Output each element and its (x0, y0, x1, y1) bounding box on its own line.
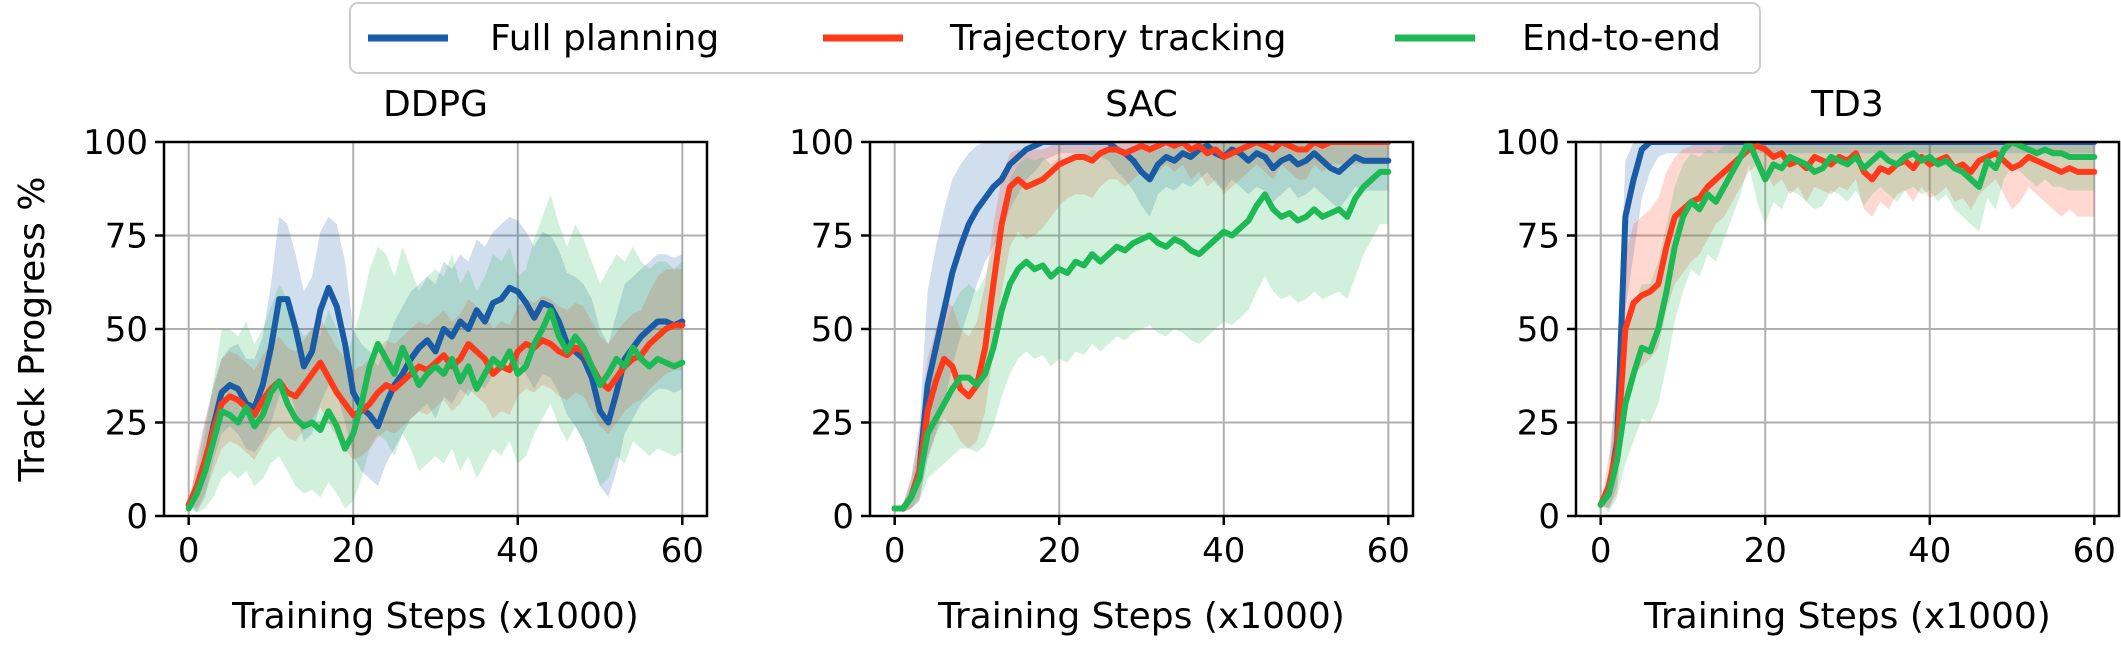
y-tick-label: 25 (811, 404, 854, 444)
y-tick-label: 75 (105, 217, 148, 257)
x-tick-label: 0 (884, 531, 906, 571)
y-tick-label: 50 (1517, 310, 1560, 350)
series-line-ddpg-full-planning (185, 284, 686, 508)
y-tick-label: 0 (1538, 497, 1560, 537)
series-line-sac-end-to-end (891, 168, 1392, 512)
panel-sac: 0 20 40 60 0 25 50 75 100 SAC Training Steps (x100… (789, 84, 1415, 637)
legend-label-full-planning: Full planning (490, 18, 719, 59)
x-tick-label: 20 (1038, 531, 1081, 571)
y-tick-label: 0 (832, 497, 854, 537)
series-line-td3-end-to-end (1597, 142, 2098, 508)
x-tick-label: 40 (1908, 531, 1951, 571)
x-axis-label: Training Steps (x1000) (1643, 596, 2051, 637)
y-tick-label: 100 (83, 123, 148, 163)
y-tick-label: 75 (811, 217, 854, 257)
panel-title: SAC (1105, 84, 1178, 125)
y-tick-label: 25 (1517, 404, 1560, 444)
panel-td3: 0 20 40 60 0 25 50 75 100 TD3 Training Steps (x100… (1495, 84, 2121, 637)
panel-ddpg: 0 20 40 60 0 25 50 75 100 DDPG Training Steps (x10… (12, 84, 709, 637)
y-tick-label: 50 (811, 310, 854, 350)
panels: 0 20 40 60 0 25 50 75 100 DDPG Training Steps (x10… (12, 84, 2121, 637)
x-tick-label: 40 (1202, 531, 1245, 571)
band-sac-full-planning (894, 142, 1389, 513)
band-sac-end-to-end (894, 142, 1389, 513)
band-td3-end-to-end (1600, 142, 2095, 513)
y-tick-label: 100 (789, 123, 854, 163)
x-tick-label: 60 (2073, 531, 2116, 571)
series-line-ddpg-end-to-end (185, 307, 686, 512)
legend: Full planning Trajectory tracking End-to… (349, 2, 1761, 74)
x-tick-label: 0 (178, 531, 200, 571)
band-sac-trajectory-tracking (894, 142, 1389, 513)
band-td3-trajectory-tracking (1600, 142, 2095, 509)
x-tick-label: 0 (1590, 531, 1612, 571)
panel-title: TD3 (1810, 84, 1884, 125)
legend-frame (349, 2, 1761, 74)
x-axis-label: Training Steps (x1000) (231, 596, 639, 637)
panel-title: DDPG (383, 84, 488, 125)
y-tick-label: 25 (105, 404, 148, 444)
x-axis-label: Training Steps (x1000) (937, 596, 1345, 637)
x-tick-label: 20 (332, 531, 375, 571)
y-tick-label: 0 (126, 497, 148, 537)
x-tick-label: 40 (496, 531, 539, 571)
legend-label-end-to-end: End-to-end (1522, 18, 1721, 59)
legend-label-trajectory-tracking: Trajectory tracking (949, 18, 1286, 59)
series-line-sac-full-planning (891, 142, 1392, 512)
y-tick-label: 50 (105, 310, 148, 350)
x-tick-label: 60 (661, 531, 704, 571)
y-tick-label: 100 (1495, 123, 1560, 163)
y-axis-label: Track Progress % (12, 177, 53, 483)
x-tick-label: 20 (1744, 531, 1787, 571)
y-tick-label: 75 (1517, 217, 1560, 257)
x-tick-label: 60 (1367, 531, 1410, 571)
